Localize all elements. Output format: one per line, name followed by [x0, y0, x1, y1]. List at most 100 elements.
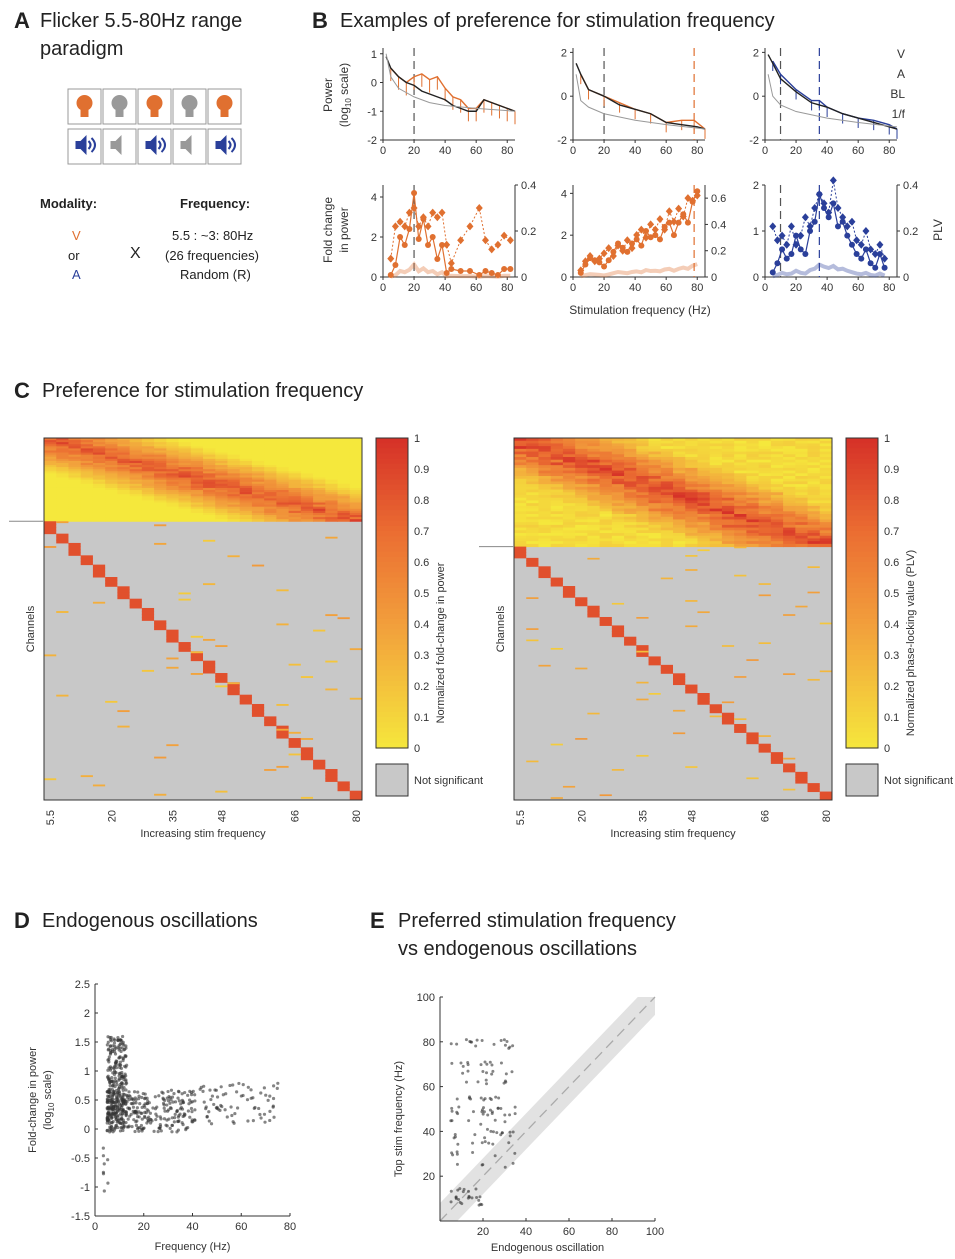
heatmap-cell [56, 456, 69, 460]
heatmap-cell [288, 475, 302, 479]
heatmap-cell [251, 473, 265, 476]
d-point [190, 1100, 194, 1104]
colorbar-step [846, 551, 878, 558]
heatmap-cell [80, 496, 94, 499]
heatmap-cell [734, 519, 747, 523]
d-point [121, 1088, 125, 1092]
heatmap-cell [288, 467, 302, 470]
heatmap-diagonal-cell [795, 774, 808, 778]
heatmap-cell [660, 495, 674, 499]
heatmap-cell [685, 495, 698, 499]
heatmap-cell [611, 443, 625, 447]
heatmap-cell [337, 479, 351, 483]
heatmap-cell [709, 486, 723, 491]
heatmap-cell [264, 481, 277, 485]
heatmap-cell [239, 504, 253, 508]
d-point [130, 1124, 134, 1129]
e-point [480, 1039, 484, 1043]
heatmap-cell [325, 440, 339, 443]
heatmap-cell [673, 530, 686, 534]
d-point [136, 1115, 140, 1119]
heatmap-cell [587, 505, 601, 510]
d-point [153, 1107, 158, 1111]
heatmap-cell [648, 476, 662, 480]
heatmap-cell [178, 512, 192, 516]
heatmap-cell [562, 508, 576, 512]
heatmap-cell [203, 481, 216, 485]
heatmap-cell [550, 486, 564, 491]
heatmap-diagonal-cell [117, 592, 130, 597]
heatmap-cell [251, 467, 265, 470]
heatmap-cell [117, 510, 131, 514]
heatmap-cell [313, 471, 326, 474]
e-point [466, 1063, 470, 1067]
heatmap-cell [550, 514, 564, 518]
heatmap-cell [276, 512, 290, 516]
heatmap-cell [92, 496, 106, 499]
heatmap-cell [514, 481, 527, 485]
d-point [141, 1126, 145, 1131]
heatmap-cell [203, 452, 216, 456]
heatmap-cell [660, 535, 674, 539]
heatmap-cell [264, 462, 277, 466]
heatmap-cell [783, 543, 796, 548]
d-point [140, 1117, 144, 1121]
heatmap-cell [562, 543, 576, 548]
heatmap-cell [56, 438, 69, 441]
heatmap-cell [80, 473, 94, 476]
heatmap-cell [44, 462, 57, 466]
heatmap-cell [648, 462, 662, 466]
d-point [170, 1123, 174, 1127]
heatmap-cell [325, 442, 339, 445]
d-point [268, 1094, 272, 1098]
heatmap-cell [44, 469, 57, 472]
heatmap-cell [697, 511, 711, 515]
heatmap-cell [349, 479, 363, 483]
heatmap-cell [709, 462, 723, 466]
heatmap-cell [68, 467, 82, 470]
d-point [106, 1098, 110, 1102]
heatmap-cell [587, 533, 601, 537]
colorbar-step [376, 711, 408, 718]
heatmap-cell [154, 793, 167, 796]
heatmap-cell [575, 500, 588, 504]
heatmap-cell [105, 490, 118, 493]
heatmap-cell [288, 465, 302, 468]
heatmap-cell [599, 465, 613, 469]
heatmap-cell [264, 454, 277, 458]
heatmap-cell [562, 448, 576, 453]
heatmap-cell [166, 473, 180, 476]
heatmap-cell [550, 438, 564, 442]
plv-point [853, 236, 861, 245]
heatmap-cell [538, 473, 552, 477]
d-point [136, 1097, 141, 1101]
heatmap-cell [550, 489, 564, 493]
heatmap-cell [44, 490, 57, 493]
heatmap-cell [325, 465, 339, 468]
heatmap-diagonal-cell [697, 701, 710, 705]
heatmap-cell [105, 446, 118, 449]
heatmap-cell [709, 440, 723, 444]
heatmap-cell [636, 451, 650, 455]
heatmap-cell [660, 454, 674, 458]
heatmap-cell [264, 519, 277, 522]
heatmap-cell [709, 495, 723, 499]
heatmap-cell [514, 443, 527, 447]
heatmap-cell [349, 648, 362, 651]
heatmap-cell [783, 511, 796, 515]
heatmap-cell [673, 497, 686, 501]
d-point [154, 1112, 158, 1116]
heatmap-cell [734, 514, 747, 518]
heatmap-cell [526, 470, 539, 474]
heatmap-cell [648, 541, 662, 545]
heatmap-diagonal-cell [526, 563, 539, 567]
heatmap-cell [795, 543, 809, 548]
heatmap-cell [746, 443, 760, 447]
heatmap-cell [56, 483, 69, 487]
heatmap-diagonal-cell [154, 626, 167, 631]
d-point [121, 1120, 125, 1124]
heatmap-cell [80, 477, 94, 481]
d-y-tick-label: 1.5 [75, 1037, 90, 1049]
colorbar-step [846, 556, 878, 563]
heatmap-cell [251, 438, 265, 441]
